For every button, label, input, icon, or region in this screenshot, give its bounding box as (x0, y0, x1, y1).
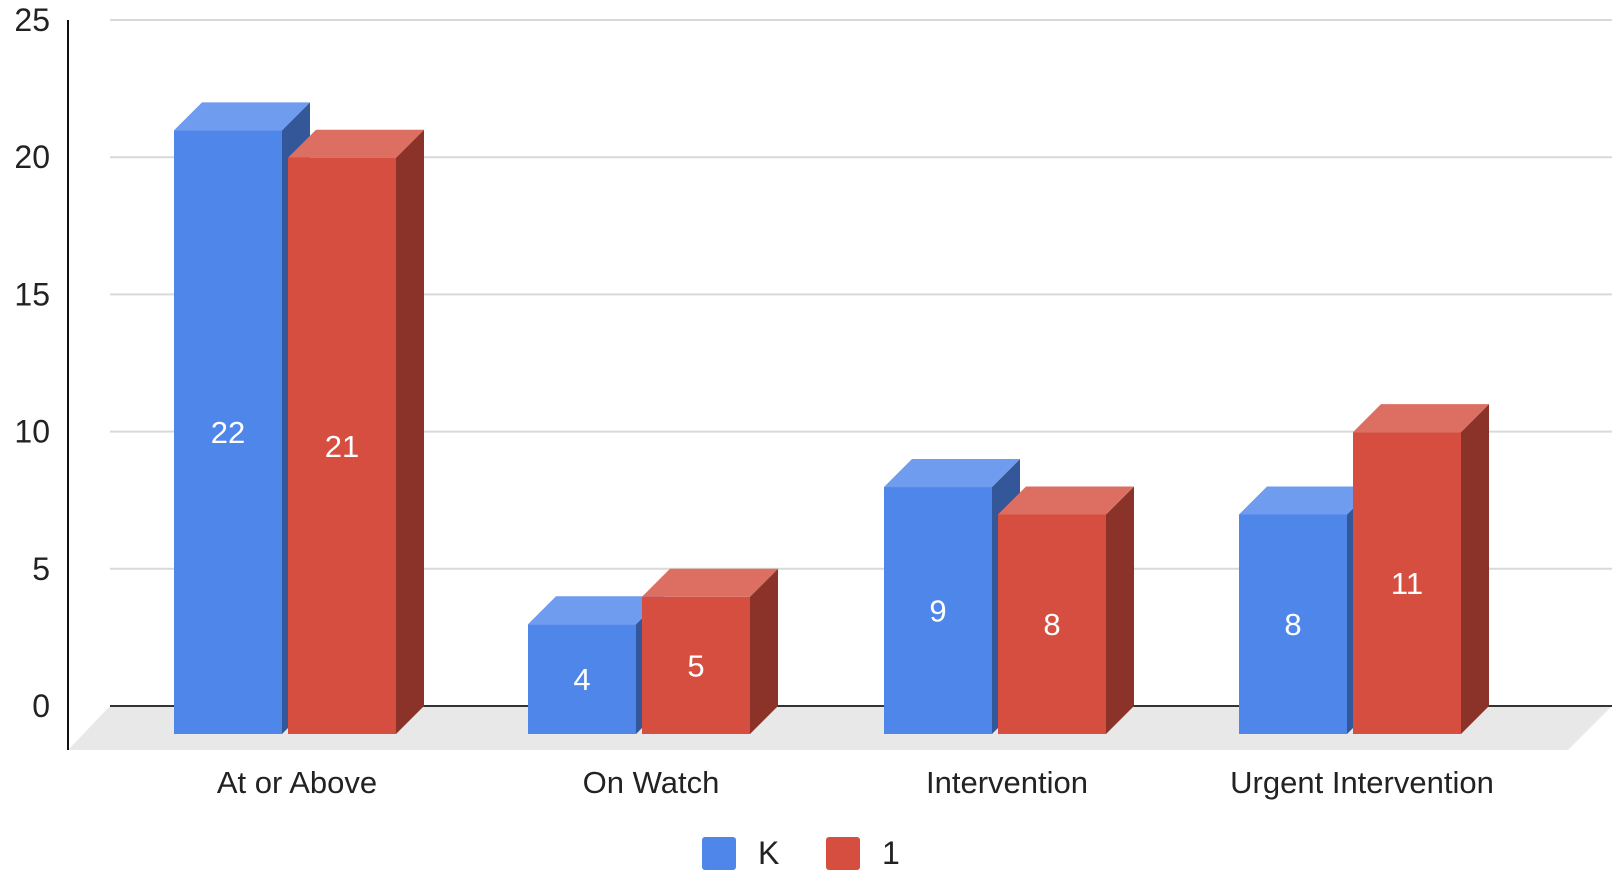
bar-value-label: 21 (325, 429, 359, 464)
bar-side (1461, 404, 1489, 734)
y-tick-label: 5 (32, 551, 50, 587)
bar-front (998, 514, 1106, 734)
y-tick-label: 15 (14, 276, 50, 312)
x-category-label: At or Above (217, 765, 377, 800)
legend-swatch (702, 837, 736, 870)
floor-plane (68, 706, 1612, 750)
legend-label: K (758, 835, 779, 870)
bar-front (174, 130, 282, 734)
bar-intervention-series-1 (998, 486, 1134, 734)
x-category-label: Intervention (926, 765, 1088, 800)
bar-value-label: 4 (573, 662, 590, 697)
bar-top (642, 568, 778, 597)
chart-floor (68, 706, 1612, 750)
bar-value-label: 22 (211, 415, 245, 450)
bar-value-label: 8 (1043, 607, 1060, 642)
bar-front (528, 624, 636, 734)
y-tick-label: 25 (14, 2, 50, 38)
bar-value-label: 11 (1391, 566, 1423, 601)
bar-front (884, 487, 992, 734)
bar-front (642, 596, 750, 734)
y-tick-label: 10 (14, 414, 50, 450)
legend-item-1: 1 (826, 835, 900, 870)
bar-top (998, 486, 1134, 515)
legend-label: 1 (882, 835, 900, 870)
bar-top (1353, 404, 1489, 433)
x-category-label: Urgent Intervention (1230, 765, 1494, 800)
legend-swatch (826, 837, 860, 870)
bar-side (396, 129, 424, 734)
bar-value-label: 5 (687, 648, 704, 683)
bar-on-watch-series-1 (642, 568, 778, 734)
y-tick-label: 20 (14, 139, 50, 175)
bar-top (528, 596, 664, 625)
bar-top (288, 129, 424, 158)
data-labels: 22 21 4 5 9 8 8 11 (211, 415, 1423, 697)
bar-at-or-above-series-1 (288, 129, 424, 734)
bar-front (1239, 514, 1347, 734)
bar-side (750, 568, 778, 734)
x-category-label: On Watch (583, 765, 720, 800)
bar-front (1353, 432, 1461, 734)
bar-value-label: 9 (929, 594, 946, 629)
bar-top (174, 102, 310, 131)
legend-item-k: K (702, 835, 779, 870)
bar-top (1239, 486, 1375, 515)
bar-top (884, 459, 1020, 488)
bar-urgent-intervention-series-1 (1353, 404, 1489, 734)
bar-side (1106, 486, 1134, 734)
y-tick-label: 0 (32, 688, 50, 724)
bar-front (288, 157, 396, 734)
bars (174, 102, 1489, 734)
bar-value-label: 8 (1284, 607, 1301, 642)
